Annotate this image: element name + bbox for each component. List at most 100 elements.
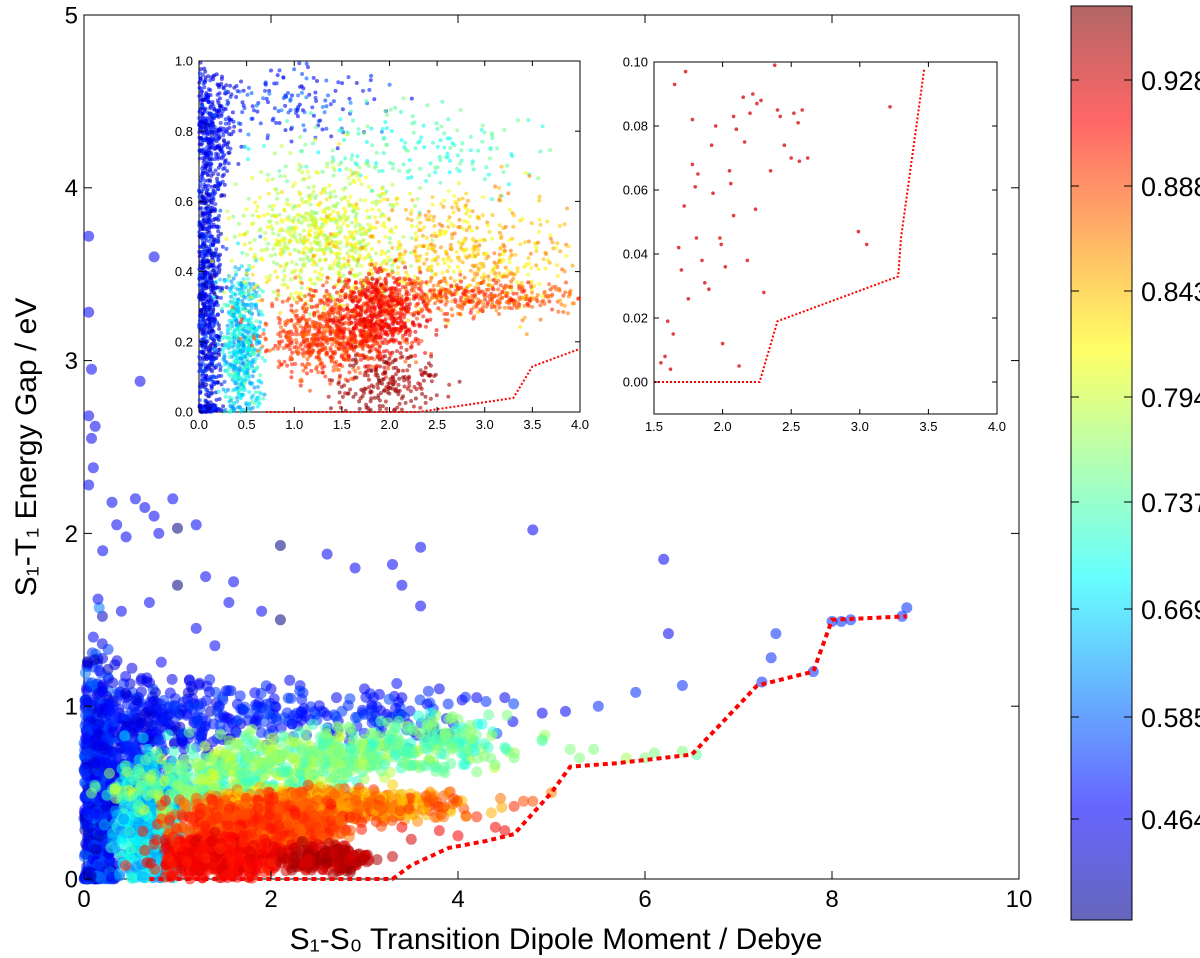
scatter-point bbox=[83, 306, 95, 318]
scatter-point bbox=[388, 789, 400, 801]
scatter-point bbox=[81, 840, 93, 852]
scatter-point bbox=[433, 825, 445, 837]
scatter-point bbox=[275, 857, 287, 868]
scatter-point bbox=[90, 844, 101, 855]
scatter-point bbox=[279, 766, 291, 778]
scatter-point bbox=[331, 721, 343, 732]
scatter-point bbox=[350, 795, 362, 806]
scatter-point bbox=[261, 708, 273, 720]
scatter-point bbox=[122, 698, 133, 710]
scatter-point bbox=[83, 410, 95, 422]
scatter-point bbox=[80, 758, 92, 770]
scatter-point bbox=[450, 723, 462, 735]
scatter-point bbox=[445, 712, 457, 724]
scatter-point bbox=[120, 671, 132, 682]
scatter-point bbox=[170, 700, 181, 712]
scatter-point bbox=[197, 384, 202, 389]
scatter-point bbox=[252, 802, 264, 814]
x-tick-label: 0 bbox=[77, 886, 90, 913]
scatter-point bbox=[102, 643, 114, 655]
scatter-point bbox=[359, 850, 371, 861]
scatter-point bbox=[122, 690, 134, 702]
scatter-point bbox=[442, 698, 454, 710]
scatter-point bbox=[137, 732, 149, 744]
scatter-point bbox=[115, 605, 127, 617]
scatter-point bbox=[104, 855, 116, 867]
scatter-point bbox=[770, 628, 782, 640]
scatter-point bbox=[133, 799, 145, 811]
scatter-point bbox=[209, 640, 221, 652]
scatter-point bbox=[212, 192, 217, 197]
scatter-point bbox=[285, 692, 297, 704]
scatter-point bbox=[485, 752, 497, 764]
scatter-point bbox=[536, 707, 548, 719]
scatter-point bbox=[178, 845, 190, 857]
scatter-point bbox=[232, 714, 244, 726]
scatter-point bbox=[246, 723, 258, 735]
scatter-point bbox=[223, 597, 235, 608]
scatter-point bbox=[179, 753, 190, 765]
scatter-point bbox=[160, 795, 171, 807]
scatter-point bbox=[277, 730, 289, 742]
scatter-point bbox=[95, 871, 107, 883]
scatter-point bbox=[180, 799, 192, 811]
scatter-point bbox=[275, 831, 287, 843]
scatter-point bbox=[265, 683, 277, 695]
scatter-point bbox=[120, 710, 132, 722]
scatter-point bbox=[143, 700, 155, 712]
scatter-point bbox=[256, 605, 268, 617]
scatter-point bbox=[274, 540, 286, 551]
scatter-point bbox=[106, 496, 118, 508]
scatter-point bbox=[87, 631, 99, 643]
scatter-point bbox=[317, 740, 329, 751]
scatter-point bbox=[508, 698, 520, 710]
scatter-point bbox=[144, 677, 156, 689]
scatter-point bbox=[222, 379, 227, 384]
x-tick-label: 2 bbox=[264, 886, 277, 913]
scatter-point bbox=[120, 860, 132, 872]
scatter-point bbox=[245, 846, 256, 858]
scatter-point bbox=[345, 723, 356, 735]
scatter-point bbox=[218, 208, 223, 213]
scatter-point bbox=[221, 810, 233, 822]
scatter-point bbox=[370, 816, 382, 828]
scatter-point bbox=[321, 728, 333, 740]
scatter-point bbox=[588, 743, 600, 755]
scatter-point bbox=[190, 622, 202, 634]
scatter-point bbox=[331, 692, 342, 704]
scatter-point bbox=[331, 746, 343, 758]
scatter-point bbox=[181, 783, 193, 795]
scatter-point bbox=[486, 730, 498, 742]
x-tick-label: 6 bbox=[638, 886, 651, 913]
scatter-point bbox=[433, 683, 445, 695]
scatter-point bbox=[231, 727, 242, 739]
scatter-point bbox=[212, 798, 224, 810]
scatter-point bbox=[118, 813, 130, 825]
scatter-point bbox=[171, 710, 183, 722]
scatter-point bbox=[109, 818, 121, 829]
scatter-point bbox=[431, 733, 443, 745]
scatter-point bbox=[142, 789, 154, 801]
scatter-point bbox=[139, 844, 151, 856]
scatter-point bbox=[200, 571, 212, 583]
scatter-point bbox=[289, 795, 301, 807]
scatter-point bbox=[224, 845, 236, 857]
scatter-point bbox=[274, 614, 286, 626]
scatter-point bbox=[284, 674, 296, 686]
scatter-point bbox=[167, 493, 179, 505]
scatter-point bbox=[89, 420, 101, 432]
inset-left-chart: 0.0 0.5 1.0 1.5 2.0 2.5 3.0 3.5 4.00.00.20.40.60… bbox=[175, 54, 589, 432]
scatter-point bbox=[214, 700, 225, 712]
scatter-point bbox=[143, 597, 155, 608]
scatter-point bbox=[97, 545, 109, 557]
scatter-point bbox=[273, 820, 285, 832]
scatter-point bbox=[210, 369, 215, 374]
scatter-point bbox=[408, 724, 419, 736]
scatter-point bbox=[233, 857, 245, 869]
scatter-point bbox=[592, 700, 604, 712]
scatter-point bbox=[329, 756, 341, 768]
scatter-point bbox=[234, 690, 246, 702]
scatter-point bbox=[210, 686, 222, 698]
scatter-point bbox=[536, 735, 548, 747]
